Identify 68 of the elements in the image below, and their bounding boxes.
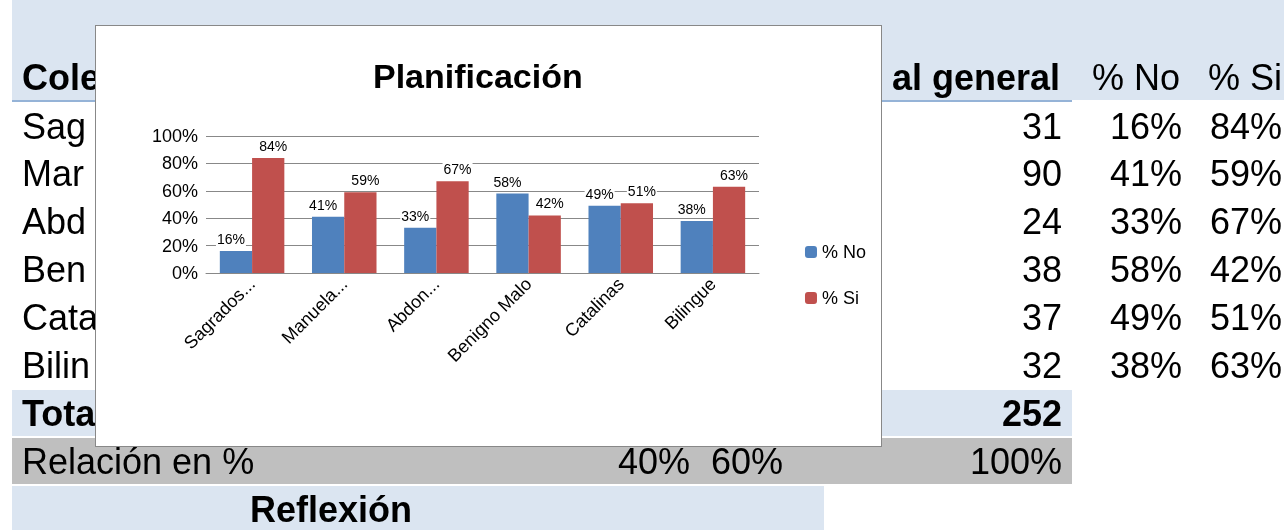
bar bbox=[680, 220, 713, 273]
data-label: 33% bbox=[401, 207, 430, 224]
data-label: 59% bbox=[351, 172, 380, 189]
text: 33% bbox=[1109, 200, 1182, 244]
data-label: 58% bbox=[493, 173, 522, 190]
text: 59% bbox=[1209, 152, 1282, 196]
text: 38 bbox=[1021, 248, 1062, 292]
text: Bilin bbox=[22, 344, 91, 388]
data-label: 49% bbox=[585, 185, 614, 202]
data-label: 63% bbox=[720, 166, 749, 183]
bar bbox=[311, 216, 345, 273]
data-label: 16% bbox=[216, 231, 245, 248]
text: 31 bbox=[1021, 105, 1062, 149]
text: 67% bbox=[1209, 200, 1282, 244]
text: % No bbox=[1091, 56, 1180, 100]
chart-title: Planificación bbox=[373, 57, 583, 95]
text: 32 bbox=[1021, 344, 1062, 388]
text: 49% bbox=[1109, 296, 1182, 340]
data-label: 67% bbox=[443, 161, 472, 178]
text: 42% bbox=[1209, 248, 1282, 292]
bar bbox=[496, 193, 529, 273]
text: 100% bbox=[969, 440, 1062, 484]
bar bbox=[344, 192, 377, 273]
text: 16% bbox=[1109, 105, 1182, 149]
data-label: 42% bbox=[535, 195, 564, 212]
data-label: 84% bbox=[259, 137, 288, 154]
text: Tota bbox=[22, 392, 96, 436]
text: 252 bbox=[1001, 392, 1062, 436]
text: 63% bbox=[1209, 344, 1282, 388]
bar bbox=[620, 203, 654, 273]
text: 41% bbox=[1109, 152, 1182, 196]
text: Mar bbox=[22, 152, 84, 196]
bar bbox=[404, 227, 437, 273]
y-tick-label: 60% bbox=[161, 180, 198, 201]
legend-label: % Si bbox=[821, 288, 859, 308]
bar bbox=[219, 251, 253, 273]
text: 37 bbox=[1021, 296, 1062, 340]
y-tick-label: 0% bbox=[171, 263, 198, 283]
text: Abd bbox=[22, 200, 87, 244]
text: 84% bbox=[1209, 105, 1282, 149]
text: 90 bbox=[1021, 152, 1062, 196]
data-label: 38% bbox=[677, 200, 706, 217]
text: 24 bbox=[1021, 200, 1062, 244]
bar bbox=[252, 157, 285, 273]
bar bbox=[588, 205, 621, 273]
text: Relación en % bbox=[22, 440, 255, 484]
y-tick-label: 40% bbox=[161, 208, 198, 229]
text: 58% bbox=[1109, 248, 1182, 292]
bar bbox=[712, 186, 746, 273]
text: Cata bbox=[22, 296, 99, 340]
text: 40% bbox=[617, 440, 690, 484]
text: % Si bbox=[1207, 56, 1282, 100]
data-label: 51% bbox=[627, 183, 656, 200]
y-tick-label: 80% bbox=[161, 153, 198, 174]
text: al general bbox=[891, 56, 1060, 100]
text: Reflexión bbox=[250, 488, 413, 530]
bar bbox=[436, 181, 469, 273]
text: Sag bbox=[22, 105, 87, 149]
y-tick-label: 20% bbox=[161, 235, 198, 256]
text: 51% bbox=[1209, 296, 1282, 340]
y-tick-label: 100% bbox=[151, 126, 198, 146]
text: Ben bbox=[22, 248, 87, 292]
legend-label: % No bbox=[821, 242, 866, 262]
text: 60% bbox=[710, 440, 783, 484]
text: 38% bbox=[1109, 344, 1182, 388]
text: Cole bbox=[22, 56, 101, 100]
bar bbox=[528, 215, 561, 273]
data-label: 41% bbox=[309, 196, 338, 213]
